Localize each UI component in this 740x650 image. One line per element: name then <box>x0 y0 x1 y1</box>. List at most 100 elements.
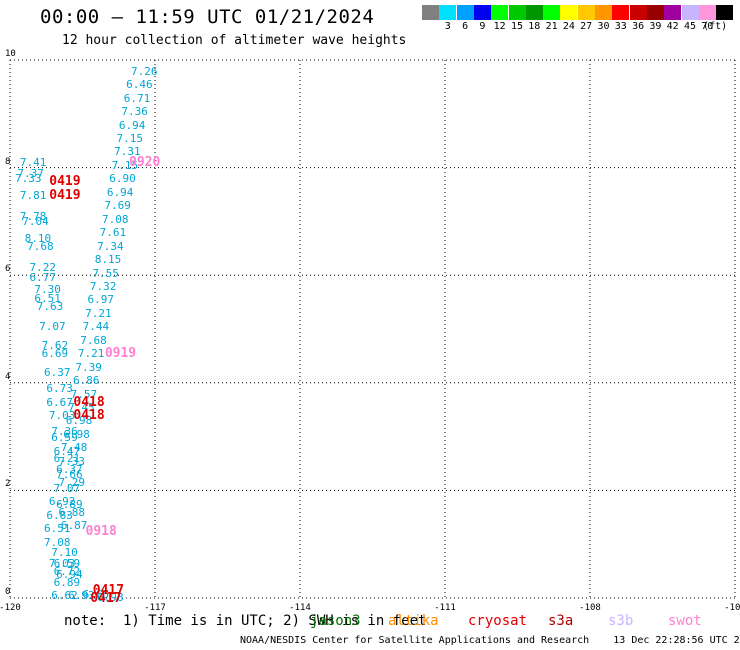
wave-height-value: 7.41 <box>19 156 47 170</box>
wave-height-value: 8.10 <box>24 231 52 245</box>
wave-height-value: 8.15 <box>94 253 122 267</box>
wave-height-value: 6.94 <box>56 567 83 581</box>
color-swatch <box>629 5 647 20</box>
longitude-tick-label: -105 <box>724 603 740 613</box>
pass-time-label: 0417 <box>90 591 122 606</box>
wave-height-value: 6.37 <box>56 462 83 476</box>
wave-height-value: 6.47 <box>53 445 81 459</box>
wave-height-value: 7.45 <box>68 401 95 414</box>
wave-height-value: 6.72 <box>53 565 81 579</box>
color-scale-label: 3 <box>444 21 451 32</box>
wave-height-value: 7.15 <box>111 158 139 172</box>
satellite-s3a: s3a <box>548 613 574 629</box>
wave-height-value: 7.68 <box>27 239 54 253</box>
color-swatch <box>525 5 543 20</box>
color-swatch <box>560 5 578 20</box>
color-scale-label: 15 <box>510 21 524 32</box>
wave-height-value: 7.57 <box>70 387 98 401</box>
wave-height-value: 7.15 <box>116 132 144 145</box>
wave-height-value: 6.51 <box>34 292 61 306</box>
wave-height-value: 7.63 <box>36 299 64 313</box>
color-swatch <box>612 5 630 20</box>
wave-height-value: 6.71 <box>123 91 151 105</box>
color-swatch <box>664 5 682 20</box>
wave-height-value: 7.26 <box>131 64 158 78</box>
satellite-swot: swot <box>668 613 702 629</box>
wave-height-value: 6.69 <box>41 347 69 361</box>
wave-height-value: 7.33 <box>15 172 42 186</box>
color-swatch <box>456 5 474 20</box>
wave-height-value: 6.98 <box>65 414 93 428</box>
pass-time-label: 0918 <box>85 523 117 539</box>
color-scale-label: 39 <box>649 21 662 32</box>
wave-height-value: 7.36 <box>121 105 148 119</box>
wave-height-value: 6.65 <box>82 587 110 601</box>
wave-height-value: 6.89 <box>56 497 83 511</box>
wave-height-value: 7.34 <box>97 239 124 253</box>
wave-height-value: 7.69 <box>104 199 131 213</box>
wave-height-value: 6.73 <box>46 382 73 396</box>
page-title: 00:00 — 11:59 UTC 01/21/2024 <box>40 6 375 28</box>
wave-height-value: 7.08 <box>102 212 129 226</box>
color-scale-label: 12 <box>493 21 506 32</box>
note-text: note: 1) Time is in UTC; 2) SWH is in fe… <box>64 613 427 629</box>
wave-height-value: 6.92 <box>48 495 76 509</box>
wave-height-value: 6.77 <box>29 270 57 284</box>
wave-height-value: 7.22 <box>29 261 57 275</box>
longitude-tick-label: -111 <box>434 603 456 613</box>
color-swatch <box>577 5 595 20</box>
wave-height-value: 6.94 <box>118 118 146 132</box>
wave-height-value: 7.62 <box>41 339 69 353</box>
wave-height-value: 6.88 <box>58 505 86 519</box>
color-swatch <box>681 5 699 20</box>
longitude-tick-label: -114 <box>289 603 311 613</box>
color-swatch <box>422 5 439 20</box>
unit-label: (ft) <box>703 21 728 32</box>
wave-height-value: 7.08 <box>44 535 71 549</box>
longitude-tick-label: -108 <box>579 603 601 613</box>
wave-height-value: 7.61 <box>99 226 127 240</box>
wave-height-value: 7.78 <box>19 210 47 224</box>
satellite-s3b: s3b <box>608 613 634 629</box>
wave-height-value: 7.81 <box>19 188 47 202</box>
color-scale-label: 33 <box>614 21 627 32</box>
satellite-jason3: jason3 <box>310 613 361 629</box>
wave-height-value: 7.39 <box>75 360 102 374</box>
wave-height-value: 7.10 <box>51 546 78 560</box>
wave-height-value: 7.33 <box>58 454 86 468</box>
pass-time-label: 0919 <box>104 346 137 362</box>
wave-height-value: 6.87 <box>60 519 88 533</box>
color-scale-label: 42 <box>666 21 679 32</box>
longitude-tick-label: -117 <box>144 603 166 613</box>
color-swatch <box>473 5 491 20</box>
wave-height-value: 7.44 <box>82 320 110 334</box>
pass-time-label: 0419 <box>49 174 81 190</box>
wave-height-value: 7.37 <box>17 166 44 180</box>
color-swatch <box>491 5 509 20</box>
color-scale-label: 45 <box>683 21 697 32</box>
wave-height-value: 6.62 <box>51 589 78 603</box>
wave-height-value: 6.59 <box>51 430 78 444</box>
wave-height-value: 6.59 <box>53 557 81 571</box>
color-scale-label: 36 <box>632 21 645 32</box>
wave-height-value: 7.48 <box>60 441 88 455</box>
wave-height-value: 7.30 <box>34 282 61 296</box>
pass-time-label: 0419 <box>49 187 81 203</box>
color-scale-label: 21 <box>545 21 558 32</box>
wave-height-value: 7.21 <box>85 306 112 320</box>
wave-height-value: 7.66 <box>56 468 83 482</box>
color-swatch <box>646 5 664 20</box>
wave-height-value: 7.03 <box>48 409 76 423</box>
satellite-altika: altika <box>388 613 439 629</box>
wave-height-value: 7.29 <box>58 476 86 490</box>
wave-height-value: 6.46 <box>126 78 153 92</box>
wave-height-value: 7.68 <box>80 333 107 347</box>
wave-height-value: 6.89 <box>53 575 81 589</box>
latitude-tick-label: 6 <box>5 264 11 275</box>
color-swatch <box>595 5 612 20</box>
wave-height-value: 7.03 <box>48 557 76 571</box>
wave-height-value: 6.94 <box>106 185 134 199</box>
color-scale-label: 24 <box>562 21 575 32</box>
wave-height-value: 6.98 <box>97 590 124 604</box>
